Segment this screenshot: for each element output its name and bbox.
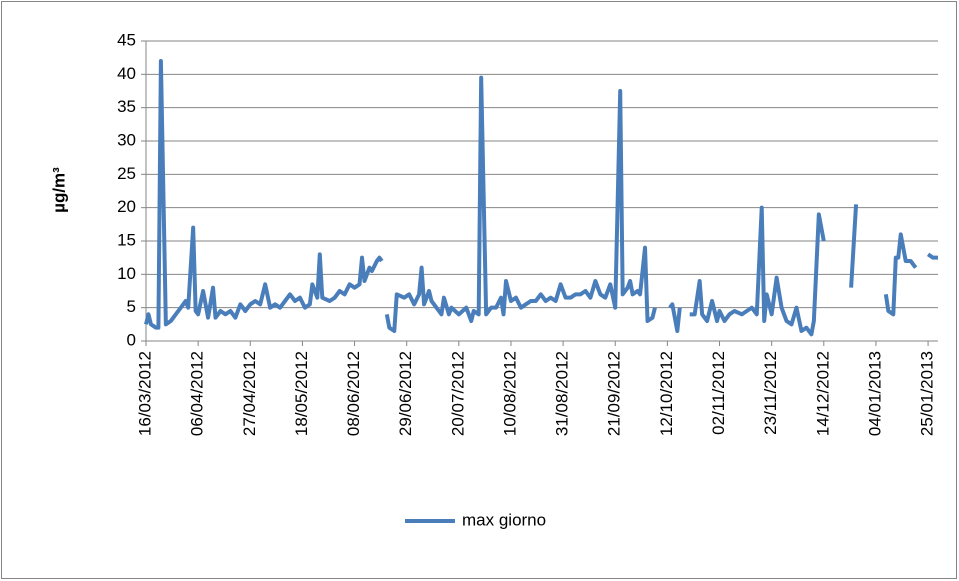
x-tick-label: 29/06/2012 [396, 351, 415, 436]
x-tick-label: 23/11/2012 [761, 351, 780, 435]
y-tick-label: 20 [117, 197, 136, 216]
y-tick-label: 5 [127, 297, 136, 316]
y-tick-label: 30 [117, 130, 136, 149]
x-tick-label: 18/05/2012 [292, 351, 311, 436]
y-tick-label: 10 [117, 264, 136, 283]
x-tick-label: 31/08/2012 [553, 351, 572, 436]
x-tick-label: 25/01/2013 [918, 351, 937, 436]
x-tick-label: 27/04/2012 [240, 351, 259, 436]
y-tick-label: 35 [117, 97, 136, 116]
x-tick-label: 12/10/2012 [657, 351, 676, 436]
x-tick-label: 10/08/2012 [500, 351, 519, 436]
y-tick-label: 45 [117, 30, 136, 49]
line-series [144, 59, 938, 337]
y-tick-label: 15 [117, 230, 136, 249]
legend-label: max giorno [462, 510, 546, 529]
x-tick-label: 08/06/2012 [344, 351, 363, 436]
x-tick-label: 20/07/2012 [448, 351, 467, 436]
y-tick-label: 25 [117, 164, 136, 183]
x-tick-label: 02/11/2012 [709, 351, 728, 435]
y-tick-label: 40 [117, 64, 136, 83]
x-tick-label: 06/04/2012 [188, 351, 207, 436]
x-tick-label: 21/09/2012 [605, 351, 624, 436]
y-axis-label: µg/m³ [49, 167, 68, 213]
x-tick-label: 04/01/2013 [865, 351, 884, 436]
x-tick-label: 16/03/2012 [135, 351, 154, 436]
x-tick-label: 14/12/2012 [813, 351, 832, 436]
y-tick-label: 0 [127, 330, 136, 349]
